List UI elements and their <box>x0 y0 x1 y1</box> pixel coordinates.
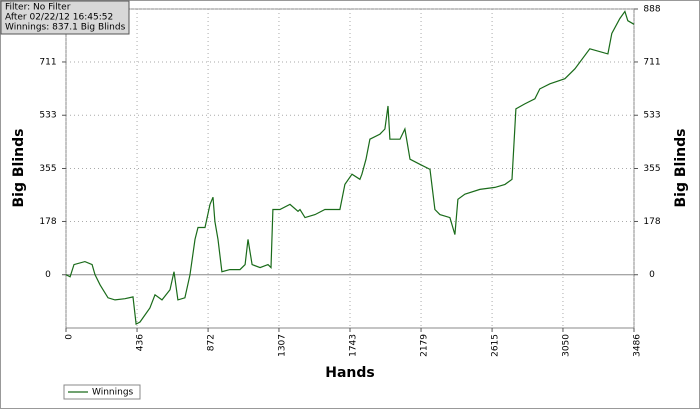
y2-tick-label: 178 <box>643 217 660 227</box>
y2-tick-label: 711 <box>643 57 660 67</box>
info-text: After 02/22/12 16:45:52 <box>5 13 113 23</box>
y-tick-label: 355 <box>39 164 56 174</box>
y-tick-label: 533 <box>39 111 56 121</box>
y2-tick-label: 0 <box>649 270 655 280</box>
plot-area: 0 436 872 1307 1743 2179 2615 3050 3486 0 0 178 178 3… <box>39 5 660 357</box>
x-tick-label: 436 <box>136 334 146 351</box>
x-tick-label: 3486 <box>633 334 643 357</box>
legend-label: Winnings <box>92 388 134 398</box>
y2-axis-title: Big Blinds <box>673 129 689 208</box>
x-tick-label: 0 <box>65 334 75 340</box>
info-box <box>0 0 130 35</box>
legend: Winnings <box>63 384 141 400</box>
x-tick-label: 872 <box>207 334 217 351</box>
y-tick-label: 711 <box>39 57 56 67</box>
info-text: Filter: No Filter <box>5 3 71 13</box>
y2-tick-label: 355 <box>643 164 660 174</box>
y2-tick-label: 533 <box>643 111 660 121</box>
info-text: Winnings: 837.1 Big Blinds <box>5 23 126 33</box>
x-tick-label: 1307 <box>277 334 287 357</box>
x-tick-label: 3050 <box>561 334 571 357</box>
y-tick-label: 178 <box>39 217 56 227</box>
line <box>65 10 635 326</box>
y-tick-label: 0 <box>45 270 51 280</box>
y2-tick-label: 888 <box>643 5 660 15</box>
x-tick-label: 2615 <box>491 334 501 357</box>
y-axis-title: Big Blinds <box>11 129 27 208</box>
x-tick-label: 1743 <box>349 334 359 357</box>
legend-box <box>63 384 141 400</box>
x-tick-label: 2179 <box>420 334 430 357</box>
x-axis-title: Hands <box>325 365 375 381</box>
